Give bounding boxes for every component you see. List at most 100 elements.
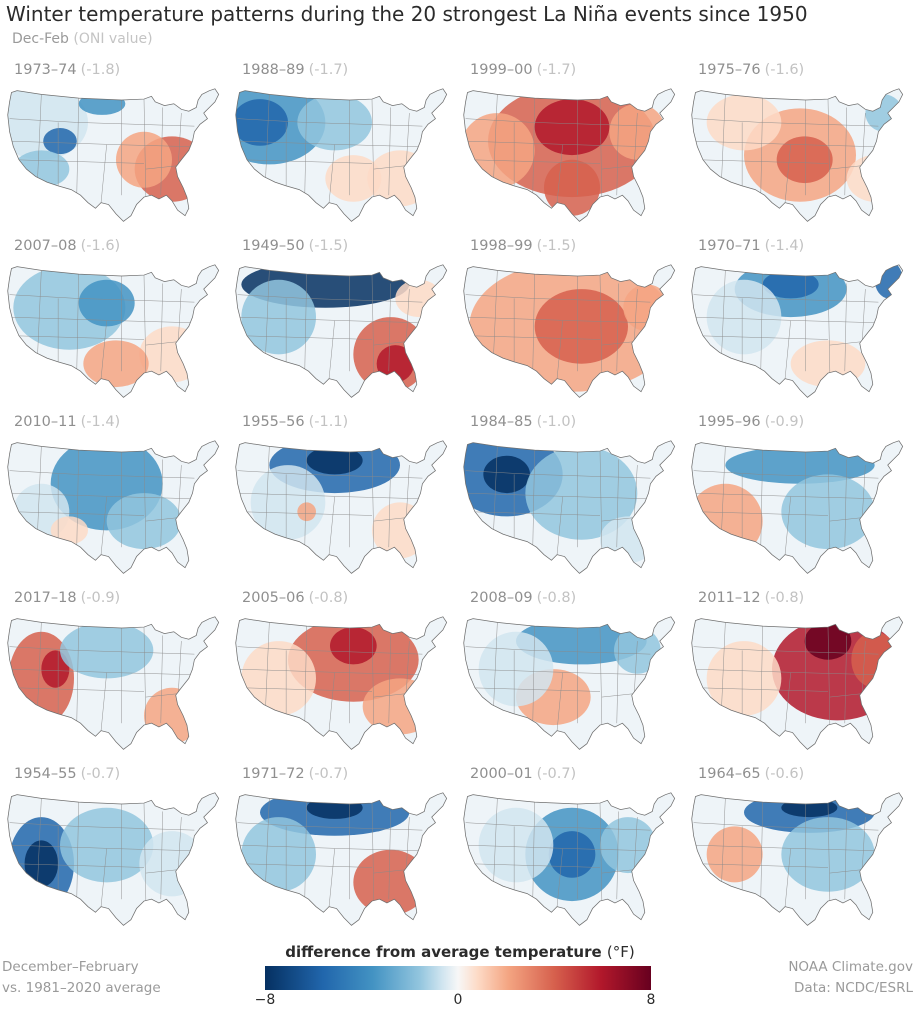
state-border (371, 451, 375, 550)
anomaly-region (43, 128, 77, 155)
state-border (760, 122, 879, 127)
anomaly-region (306, 446, 363, 475)
us-outline (235, 88, 448, 222)
panel-label: 1995–96 (-0.9) (698, 414, 804, 430)
state-border (388, 459, 391, 548)
panel-oni-value: (-1.4) (80, 414, 121, 430)
state-border (844, 283, 847, 372)
panel-years: 1970–71 (698, 238, 761, 254)
map-panel-1975: 1975–76 (-1.6) (688, 62, 916, 234)
state-border (160, 107, 163, 196)
us-outline (235, 616, 448, 750)
legend-tick-max: 8 (646, 992, 656, 1008)
panel-years: 1975–76 (698, 62, 761, 78)
footer-credit: NOAA Climate.gov (788, 959, 913, 975)
state-border (76, 450, 79, 546)
panel-oni-value: (-0.6) (764, 766, 805, 782)
state-border (13, 863, 145, 868)
map-panel-1954: 1954–55 (-0.7) (4, 766, 232, 938)
anomaly-region (78, 92, 126, 115)
state-border (827, 627, 831, 726)
state-border (160, 459, 163, 548)
state-border (328, 144, 335, 203)
state-border (601, 165, 638, 170)
state-border (241, 863, 373, 868)
anomaly-region (241, 279, 316, 355)
state-border (76, 122, 195, 127)
state-border (721, 798, 726, 883)
anomaly-region (41, 650, 70, 688)
map-panel-2000: 2000–01 (-0.7) (460, 766, 688, 938)
state-border (784, 320, 791, 379)
panel-label: 1970–71 (-1.4) (698, 238, 804, 254)
panel-label: 2007–08 (-1.6) (14, 238, 120, 254)
state-border (465, 822, 533, 827)
panel-label: 1954–55 (-0.7) (14, 766, 120, 782)
us-outline (463, 88, 676, 222)
state-border (601, 517, 638, 522)
us-temperature-map (691, 88, 904, 222)
state-border (601, 869, 638, 874)
anomaly-region (24, 840, 59, 888)
anomaly-region (13, 150, 70, 188)
state-border (532, 650, 651, 655)
state-border (237, 646, 305, 651)
state-border (13, 159, 145, 164)
anomaly-region (60, 807, 154, 883)
state-border (829, 517, 866, 522)
chart-subtitle: Dec-Feb (ONI value) (12, 31, 153, 47)
panel-years: 1949–50 (242, 238, 305, 254)
panel-years: 2007–08 (14, 238, 77, 254)
map-panel-1971: 1971–72 (-0.7) (232, 766, 460, 938)
us-temperature-map (235, 792, 448, 926)
anomaly-region (478, 631, 554, 707)
anomaly-region (483, 455, 530, 494)
state-border (7, 316, 122, 322)
anomaly-region (139, 326, 205, 383)
state-border (143, 275, 147, 374)
state-border (616, 107, 619, 196)
state-border (493, 446, 498, 531)
anomaly-region (544, 159, 600, 216)
us-outline (7, 88, 220, 222)
state-border (465, 294, 533, 299)
anomaly-region (614, 627, 661, 674)
state-border (371, 275, 375, 374)
state-border (693, 646, 761, 651)
us-outline (463, 264, 676, 398)
us-temperature-map (235, 264, 448, 398)
state-border (697, 511, 829, 516)
state-border (493, 94, 498, 179)
anomaly-region (353, 849, 428, 916)
state-border (827, 99, 831, 198)
us-temperature-map (235, 616, 448, 750)
us-temperature-map (463, 792, 676, 926)
state-border (371, 803, 375, 902)
state-border (371, 627, 375, 726)
state-border (145, 517, 182, 522)
panel-years: 2017–18 (14, 590, 77, 606)
state-border (463, 316, 578, 322)
state-border (37, 270, 42, 355)
panel-oni-value: (-1.7) (536, 62, 577, 78)
us-outline (463, 616, 676, 750)
anomaly-region (874, 264, 903, 299)
anomaly-region (297, 94, 372, 151)
us-outline (691, 440, 904, 574)
state-border (100, 496, 107, 555)
map-panel-1995: 1995–96 (-0.9) (688, 414, 916, 586)
legend-tick-min: −8 (254, 992, 276, 1008)
state-border (304, 626, 307, 722)
panel-years: 1984–85 (470, 414, 533, 430)
state-border (784, 848, 791, 907)
state-border (37, 622, 42, 707)
anomaly-region (776, 136, 833, 184)
legend-tick-zero: 0 (453, 992, 463, 1008)
state-border (304, 450, 307, 546)
anomaly-region (790, 340, 866, 388)
state-border (784, 496, 791, 555)
anomaly-region (548, 831, 596, 878)
state-border (9, 822, 77, 827)
state-border (237, 470, 305, 475)
panel-label: 2017–18 (-0.9) (14, 590, 120, 606)
